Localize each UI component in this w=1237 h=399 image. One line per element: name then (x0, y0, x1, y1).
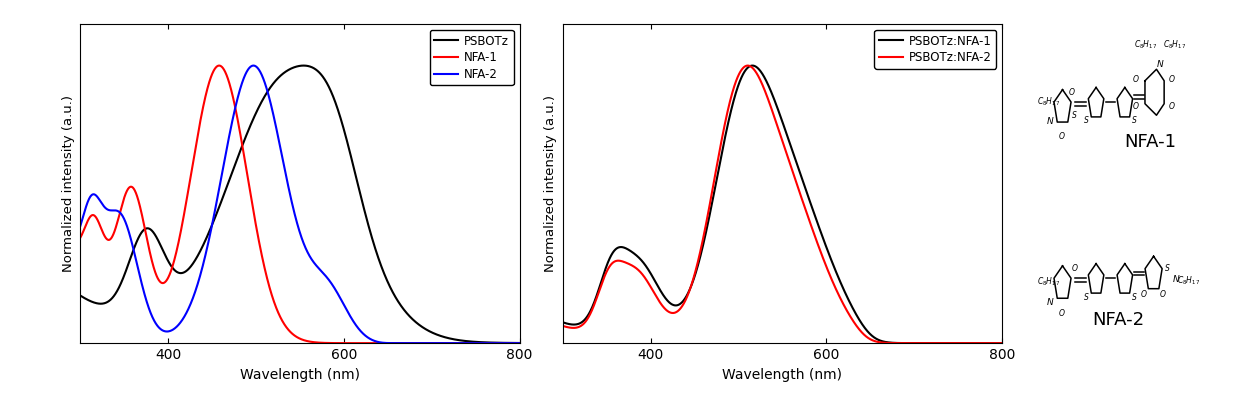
Text: $O$: $O$ (1141, 288, 1148, 299)
NFA-1 (508, 341, 523, 346)
NFA-1 (73, 235, 88, 240)
PSBOTz (521, 341, 536, 346)
PSBOTz:NFA-1 (773, 115, 788, 120)
Legend: PSBOTz:NFA-1, PSBOTz:NFA-2: PSBOTz:NFA-1, PSBOTz:NFA-2 (875, 30, 996, 69)
PSBOTz:NFA-2 (740, 63, 755, 68)
Text: $N$: $N$ (1173, 273, 1181, 284)
PSBOTz (508, 341, 523, 346)
Text: $C_8H_{17}$: $C_8H_{17}$ (1176, 275, 1200, 287)
PSBOTz (95, 301, 110, 306)
NFA-2 (280, 176, 294, 181)
Line: PSBOTz: PSBOTz (80, 65, 528, 343)
NFA-2 (246, 63, 261, 68)
Text: $O$: $O$ (1058, 307, 1065, 318)
Text: $O$: $O$ (1168, 73, 1175, 84)
Text: $C_8H_{17}$: $C_8H_{17}$ (1037, 276, 1060, 288)
NFA-2 (95, 203, 110, 208)
Y-axis label: Normalized intensity (a.u.): Normalized intensity (a.u.) (62, 95, 75, 272)
Text: $O$: $O$ (1068, 86, 1076, 97)
PSBOTz (278, 69, 293, 74)
PSBOTz:NFA-2 (991, 341, 1006, 346)
NFA-1 (212, 63, 226, 68)
Text: $S$: $S$ (1082, 290, 1090, 302)
NFA-2 (291, 225, 306, 230)
PSBOTz:NFA-2 (555, 324, 570, 328)
Legend: PSBOTz, NFA-1, NFA-2: PSBOTz, NFA-1, NFA-2 (429, 30, 513, 85)
Text: $C_8H_{17}$: $C_8H_{17}$ (1163, 38, 1186, 51)
Text: $N$: $N$ (1155, 58, 1164, 69)
X-axis label: Wavelength (nm): Wavelength (nm) (722, 367, 842, 381)
PSBOTz:NFA-1 (991, 341, 1006, 346)
PSBOTz:NFA-2 (773, 134, 788, 139)
Text: $C_8H_{17}$: $C_8H_{17}$ (1037, 96, 1060, 108)
Text: $O$: $O$ (1133, 100, 1141, 111)
PSBOTz:NFA-1 (745, 63, 760, 68)
Text: $N$: $N$ (1047, 296, 1055, 306)
PSBOTz (296, 63, 310, 68)
PSBOTz (508, 341, 523, 346)
Text: $S$: $S$ (1071, 109, 1077, 120)
Text: $S$: $S$ (1131, 115, 1138, 125)
Text: $N$: $N$ (1047, 115, 1055, 126)
Text: $O$: $O$ (1133, 73, 1141, 84)
PSBOTz:NFA-1 (578, 316, 593, 321)
PSBOTz (291, 64, 306, 69)
NFA-2 (426, 341, 440, 346)
Line: NFA-2: NFA-2 (80, 65, 528, 343)
Text: $O$: $O$ (1168, 100, 1175, 111)
NFA-2 (508, 341, 523, 346)
Line: PSBOTz:NFA-2: PSBOTz:NFA-2 (563, 65, 1011, 343)
Text: $O$: $O$ (1070, 262, 1079, 273)
PSBOTz:NFA-2 (991, 341, 1006, 346)
Line: NFA-1: NFA-1 (80, 65, 528, 343)
NFA-2 (73, 223, 88, 228)
NFA-1 (521, 341, 536, 346)
Text: NFA-2: NFA-2 (1092, 311, 1144, 329)
Y-axis label: Normalized intensity (a.u.): Normalized intensity (a.u.) (544, 95, 558, 272)
PSBOTz:NFA-1 (908, 341, 923, 346)
PSBOTz (73, 293, 88, 298)
Text: NFA-1: NFA-1 (1124, 133, 1176, 151)
PSBOTz:NFA-1 (991, 341, 1006, 346)
NFA-1 (95, 231, 110, 236)
NFA-1 (280, 325, 294, 330)
X-axis label: Wavelength (nm): Wavelength (nm) (240, 367, 360, 381)
PSBOTz:NFA-1 (762, 84, 777, 89)
PSBOTz:NFA-2 (578, 319, 593, 324)
PSBOTz:NFA-2 (908, 341, 923, 346)
PSBOTz:NFA-2 (762, 99, 777, 104)
NFA-2 (521, 341, 536, 346)
PSBOTz:NFA-1 (1003, 341, 1018, 346)
Text: $O$: $O$ (1159, 288, 1166, 299)
Text: $O$: $O$ (1058, 130, 1065, 141)
Line: PSBOTz:NFA-1: PSBOTz:NFA-1 (563, 65, 1011, 343)
Text: $C_8H_{17}$: $C_8H_{17}$ (1134, 38, 1158, 51)
Text: $S$: $S$ (1131, 290, 1138, 302)
Text: $S$: $S$ (1164, 262, 1171, 273)
PSBOTz:NFA-1 (555, 320, 570, 325)
PSBOTz (426, 331, 440, 336)
Text: $S$: $S$ (1082, 115, 1090, 125)
NFA-1 (508, 341, 523, 346)
NFA-1 (291, 336, 306, 340)
NFA-2 (508, 341, 523, 346)
PSBOTz:NFA-2 (1003, 341, 1018, 346)
NFA-1 (426, 341, 440, 346)
